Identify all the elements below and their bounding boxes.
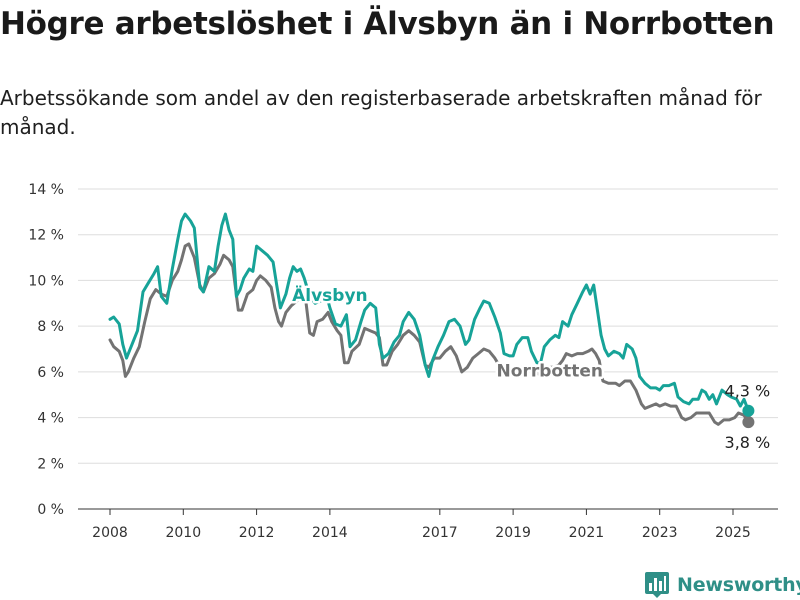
y-tick-label: 0 % — [37, 502, 64, 518]
x-tick-label: 2010 — [165, 525, 201, 541]
y-tick-label: 14 % — [28, 182, 64, 198]
logo-text: Newsworthy — [677, 574, 800, 596]
y-axis-ticks: 0 % 2 % 4 % 6 % 8 % 10 % 12 % 14 % — [28, 182, 64, 518]
x-tick-label: 2012 — [239, 525, 275, 541]
end-point-norrbotten — [742, 416, 755, 429]
newsworthy-logo: Newsworthy — [645, 572, 800, 598]
y-tick-label: 10 % — [28, 273, 64, 289]
end-label-alvsbyn: 4,3 % — [725, 382, 771, 401]
bar-chart-logo-icon — [645, 572, 669, 598]
series-label-norrbotten: Norrbotten — [497, 361, 603, 381]
y-tick-label: 2 % — [37, 456, 64, 472]
x-tick-label: 2025 — [715, 525, 751, 541]
grid-lines — [78, 188, 778, 510]
y-tick-label: 8 % — [37, 319, 64, 335]
x-tick-label: 2014 — [312, 525, 348, 541]
end-point-alvsbyn — [742, 404, 755, 417]
chart-title: Högre arbetslöshet i Älvsbyn än i Norrbo… — [0, 6, 775, 42]
chart-subtitle: Arbetssökande som andel av den registerb… — [0, 86, 762, 139]
series-label-alvsbyn: Älvsbyn — [292, 284, 368, 306]
x-axis-ticks: 2008 2010 2012 2014 2017 2019 2021 2023 2025 — [92, 509, 751, 541]
series-line-norrbotten — [108, 242, 750, 426]
x-tick-label: 2021 — [569, 525, 605, 541]
series-labels: Älvsbyn Norrbotten 4,3 % 3,8 % — [290, 282, 771, 453]
end-label-norrbotten: 3,8 % — [725, 433, 771, 452]
y-tick-label: 6 % — [37, 365, 64, 381]
x-tick-label: 2008 — [92, 525, 128, 541]
x-tick-label: 2017 — [422, 525, 458, 541]
series-lines — [108, 212, 755, 429]
y-tick-label: 4 % — [37, 411, 64, 427]
y-tick-label: 12 % — [28, 228, 64, 244]
series-line-alvsbyn — [108, 212, 750, 413]
x-tick-label: 2023 — [642, 525, 678, 541]
x-tick-label: 2019 — [495, 525, 531, 541]
